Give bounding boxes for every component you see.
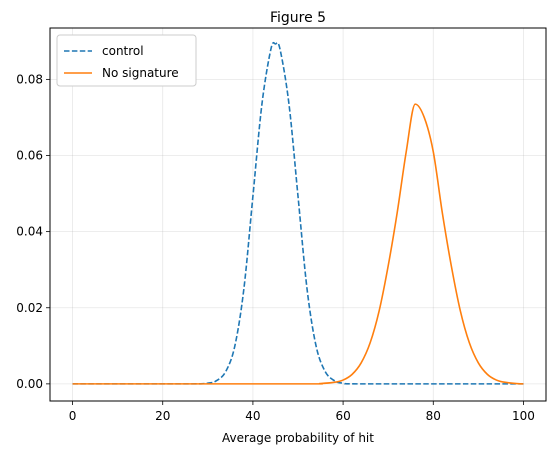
- y-tick-label: 0.02: [16, 301, 43, 315]
- y-axis-ticks: 0.00 0.02 0.04 0.06 0.08: [16, 72, 50, 391]
- legend-label-no-signature: No signature: [102, 66, 179, 80]
- x-tick-label: 80: [426, 409, 441, 423]
- x-axis-ticks: 0 20 40 60 80 100: [69, 401, 535, 423]
- x-tick-label: 20: [155, 409, 170, 423]
- x-tick-label: 100: [512, 409, 535, 423]
- chart-title: Figure 5: [270, 10, 326, 26]
- legend: control No signature: [56, 34, 197, 87]
- grid-lines: [50, 28, 546, 401]
- y-tick-label: 0.00: [16, 377, 43, 391]
- legend-label-control: control: [102, 44, 144, 58]
- y-tick-label: 0.06: [16, 149, 43, 163]
- x-tick-label: 60: [335, 409, 350, 423]
- x-axis-title: Average probability of hit: [222, 431, 374, 445]
- y-tick-label: 0.04: [16, 225, 43, 239]
- series-line-control: [72, 41, 524, 385]
- x-tick-label: 40: [245, 409, 260, 423]
- plot-frame: [49, 27, 547, 402]
- series-line-no-signature: [72, 103, 524, 385]
- series-layer: [72, 41, 524, 385]
- x-tick-label: 0: [69, 409, 77, 423]
- y-tick-label: 0.08: [16, 72, 43, 86]
